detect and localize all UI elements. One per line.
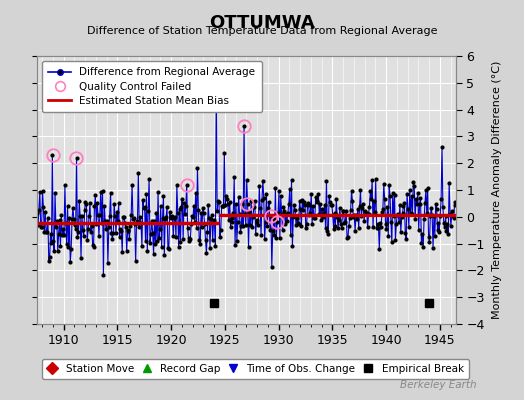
Y-axis label: Monthly Temperature Anomaly Difference (°C): Monthly Temperature Anomaly Difference (… (492, 61, 501, 319)
Text: Difference of Station Temperature Data from Regional Average: Difference of Station Temperature Data f… (87, 26, 437, 36)
Text: Berkeley Earth: Berkeley Earth (400, 380, 477, 390)
Text: OTTUMWA: OTTUMWA (209, 14, 315, 32)
Legend: Station Move, Record Gap, Time of Obs. Change, Empirical Break: Station Move, Record Gap, Time of Obs. C… (42, 359, 469, 379)
